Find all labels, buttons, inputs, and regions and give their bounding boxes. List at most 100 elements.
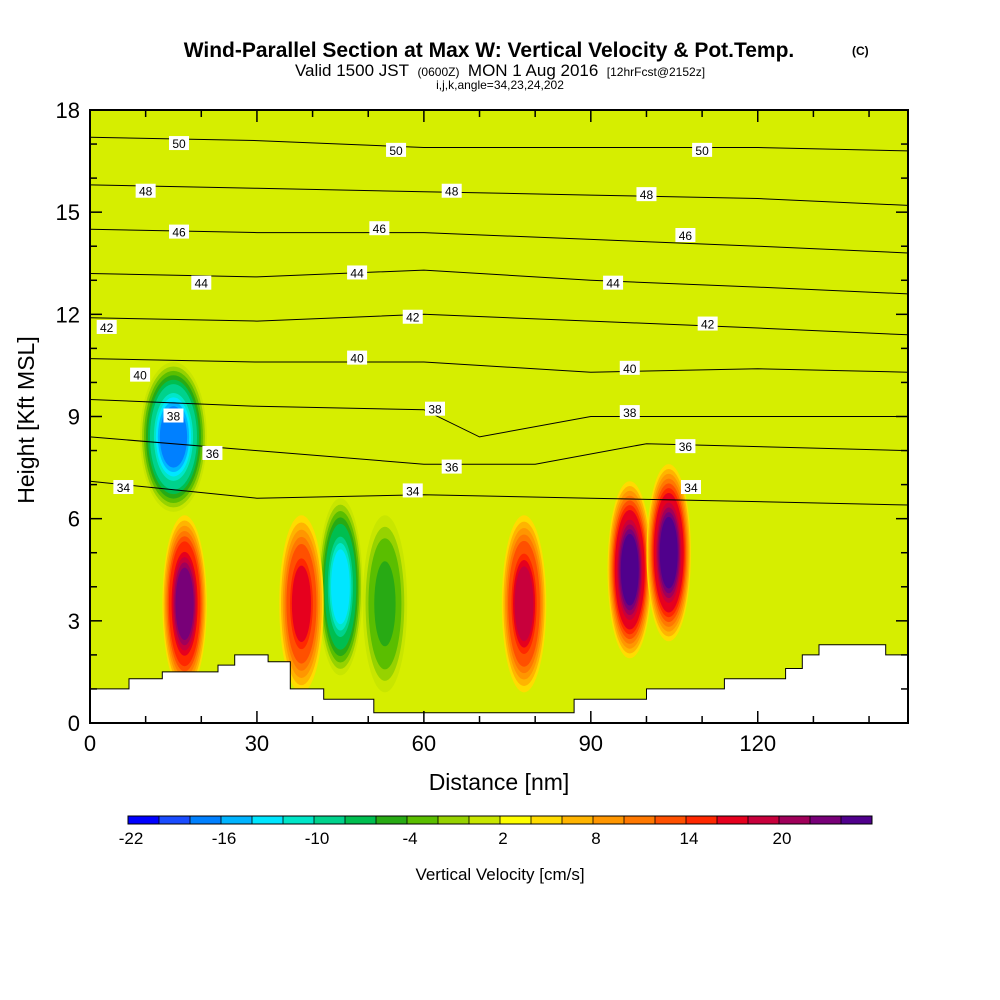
colorbar: -22 -16 -10 -4 2 8 14 20 (119, 815, 873, 848)
chart-title: Wind-Parallel Section at Max W: Vertical… (184, 39, 795, 62)
contour-label: 36 (445, 461, 459, 475)
terrain-mask (90, 644, 908, 723)
contour-label: 34 (117, 481, 131, 495)
y-axis-label: Height [Kft MSL] (13, 336, 39, 503)
colorbar-swatch (252, 816, 284, 824)
contour-label: 50 (389, 144, 403, 158)
colorbar-tick-label: 20 (773, 829, 792, 848)
chart-subtitle: Valid 1500 JST (0600Z) MON 1 Aug 2016 [1… (295, 61, 705, 80)
contour-label: 48 (445, 185, 459, 199)
colorbar-swatch (841, 816, 873, 824)
y-tick-label: 9 (68, 405, 80, 430)
contour-label-bg (425, 401, 446, 416)
colorbar-tick-label: -16 (212, 829, 237, 848)
theta-contour-34: 34 34 34 (90, 480, 908, 506)
colorbar-swatch (190, 816, 222, 824)
theta-contour-46: 46 46 46 (90, 221, 908, 254)
vertical-velocity-field (140, 362, 691, 693)
theta-contour-44: 44 44 44 (90, 265, 908, 295)
w-center-5 (501, 515, 547, 693)
contour-label-bg (386, 142, 407, 157)
colorbar-swatch (407, 816, 439, 824)
colorbar-frame (127, 815, 873, 825)
contour-label-bg (675, 228, 696, 243)
contour-label-bg (369, 221, 390, 236)
x-tick-label: 90 (579, 731, 603, 756)
contour-label-bg (697, 316, 718, 331)
contour-label-bg (96, 319, 117, 334)
colorbar-swatch (128, 816, 160, 824)
contour-label-bg (130, 367, 151, 382)
w-center-4 (279, 515, 324, 693)
contour-label: 46 (679, 229, 693, 243)
contour-label-bg (347, 350, 368, 365)
w-band (331, 549, 350, 625)
contour-label: 44 (350, 266, 364, 280)
contour-label: 38 (428, 403, 442, 417)
colorbar-tick-label: -22 (119, 829, 144, 848)
contour-label-bg (636, 187, 657, 202)
theta-contour-48: 48 48 48 (90, 183, 908, 206)
y-tick-label: 12 (56, 302, 80, 327)
colorbar-swatch (376, 816, 408, 824)
theta-contour-42: 42 42 42 (90, 309, 908, 336)
contour-label: 48 (139, 185, 153, 199)
colorbar-swatch (221, 816, 253, 824)
w-center-1 (318, 498, 363, 676)
contour-label: 40 (350, 352, 364, 366)
contour-label: 46 (373, 222, 387, 236)
y-tick-label: 6 (68, 507, 80, 532)
contour-label-bg (619, 405, 640, 420)
grid-indices: i,j,k,angle=34,23,24,202 (436, 78, 564, 92)
valid-date: MON 1 Aug 2016 (468, 61, 598, 80)
contour-label: 42 (701, 318, 715, 332)
colorbar-swatch (686, 816, 718, 824)
contour-label: 40 (623, 362, 637, 376)
colorbar-tick-label: 2 (498, 829, 507, 848)
theta-contour-38: 38 38 38 (90, 399, 908, 438)
y-tick-label: 3 (68, 609, 80, 634)
colorbar-swatch (469, 816, 501, 824)
contour-line (90, 228, 908, 254)
contour-label-bg (680, 480, 701, 495)
colorbar-tick-label: -10 (305, 829, 330, 848)
contour-label: 44 (606, 277, 620, 291)
contour-label: 36 (679, 440, 693, 454)
colorbar-swatch (345, 816, 377, 824)
contour-label: 40 (133, 369, 147, 383)
x-tick-label: 60 (412, 731, 436, 756)
valid-zulu: (0600Z) (417, 65, 459, 79)
colorbar-tick-label: 8 (591, 829, 600, 848)
copyright-mark: (C) (852, 44, 869, 58)
contour-label-bg (441, 459, 462, 474)
contour-label-bg (169, 136, 190, 151)
colorbar-swatch (438, 816, 470, 824)
contour-label-bg (169, 224, 190, 239)
y-tick-label: 15 (56, 200, 80, 225)
contour-label-bg (441, 183, 462, 198)
contour-line (90, 399, 908, 438)
valid-time: Valid 1500 JST (295, 61, 409, 80)
colorbar-title: Vertical Velocity [cm/s] (415, 865, 584, 884)
theta-contour-50: 50 50 50 (90, 136, 908, 158)
w-band (374, 561, 396, 647)
colorbar-swatch (655, 816, 687, 824)
contour-label: 34 (406, 484, 420, 498)
contour-label: 38 (623, 406, 637, 420)
w-center-2 (362, 515, 408, 693)
contour-label: 44 (195, 277, 209, 291)
w-center-3 (162, 515, 207, 693)
colorbar-swatch (810, 816, 842, 824)
colorbar-swatch (717, 816, 749, 824)
contour-line (90, 313, 908, 336)
contour-label-bg (675, 439, 696, 454)
contour-label-bg (402, 483, 423, 498)
contour-line (90, 136, 908, 152)
w-band (659, 516, 678, 589)
theta-contour-36: 36 36 36 (90, 436, 908, 475)
w-band (620, 533, 639, 606)
